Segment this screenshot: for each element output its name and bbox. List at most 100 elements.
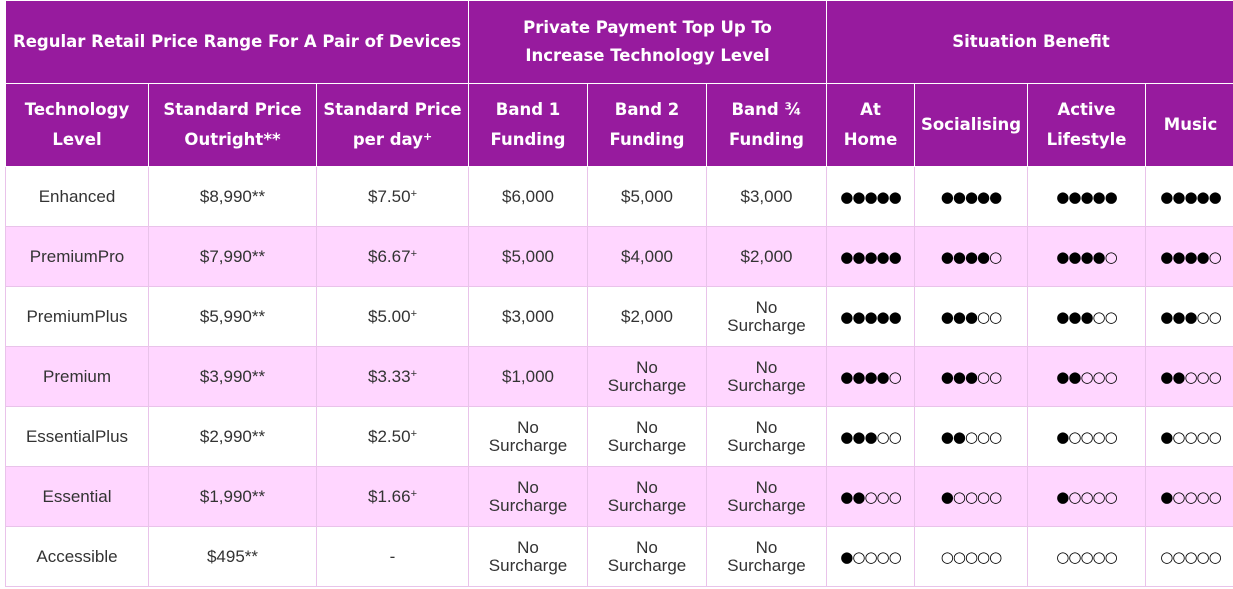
cell-band2-funding: $2,000 bbox=[587, 286, 708, 347]
band1-funding-line: No bbox=[517, 477, 539, 497]
cell-music-rating: ●●●●● bbox=[1145, 166, 1233, 227]
rating-dots-icon: ●○○○○ bbox=[840, 547, 901, 566]
cell-per-day-price: $5.00+ bbox=[315, 286, 470, 347]
col-per-day-line1: Standard Price bbox=[323, 100, 462, 119]
band2-funding-line: No bbox=[636, 537, 658, 557]
cell-band1-funding: $3,000 bbox=[468, 286, 589, 347]
band34-funding-line: Surcharge bbox=[727, 375, 806, 395]
rating-dots-icon: ●○○○○ bbox=[1160, 487, 1221, 506]
table-row: Enhanced $8,990** $7.50+ $6,000 $5,000 $3,000… bbox=[5, 166, 1233, 227]
col-music: Music bbox=[1145, 83, 1233, 167]
cell-outright-price: $8,990** bbox=[148, 166, 317, 227]
cell-socialising-rating: ●○○○○ bbox=[914, 466, 1029, 527]
rating-dots-icon: ●●○○○ bbox=[840, 487, 901, 506]
cell-at-home-rating: ●○○○○ bbox=[826, 526, 916, 587]
rating-dots-icon: ●●○○○ bbox=[940, 427, 1002, 446]
cell-music-rating: ●●○○○ bbox=[1145, 346, 1233, 407]
band1-funding-line: No bbox=[517, 417, 539, 437]
cell-per-day-price: $3.33+ bbox=[315, 346, 470, 407]
cell-technology-level: Essential bbox=[5, 466, 149, 527]
per-day-value: $1.66 bbox=[368, 486, 411, 506]
rating-dots-icon: ●●●○○ bbox=[940, 367, 1002, 386]
per-day-sup: + bbox=[410, 247, 417, 260]
band1-funding-line: Surcharge bbox=[488, 495, 568, 515]
col-active-line1: Active bbox=[1057, 100, 1116, 119]
band2-funding-line: Surcharge bbox=[607, 495, 687, 515]
band2-funding-line: $2,000 bbox=[621, 306, 674, 326]
col-per-day-sup: + bbox=[422, 130, 433, 143]
rating-dots-icon: ●●●●○ bbox=[1056, 247, 1117, 266]
cell-technology-level: PremiumPlus bbox=[5, 286, 149, 347]
band1-funding-line: $1,000 bbox=[502, 366, 555, 386]
cell-active-lifestyle-rating: ●●○○○ bbox=[1027, 346, 1147, 407]
cell-socialising-rating: ●●●○○ bbox=[914, 346, 1029, 407]
band2-funding-line: Surcharge bbox=[607, 435, 687, 455]
col-technology-level-line1: Technology bbox=[24, 100, 130, 119]
cell-per-day-price: $7.50+ bbox=[315, 166, 470, 227]
band1-funding-line: Surcharge bbox=[488, 555, 568, 575]
cell-band1-funding: $5,000 bbox=[468, 226, 589, 287]
col-band34-line1: Band ¾ bbox=[731, 100, 802, 119]
band2-funding-line: No bbox=[636, 477, 658, 497]
cell-band34-funding: No Surcharge bbox=[706, 526, 828, 587]
rating-dots-icon: ●●○○○ bbox=[1056, 367, 1117, 386]
rating-dots-icon: ●●●○○ bbox=[1056, 307, 1117, 326]
cell-socialising-rating: ●●○○○ bbox=[914, 406, 1029, 467]
col-per-day-line2: per day bbox=[352, 130, 423, 149]
column-header-row: Technology Level Standard Price Outright… bbox=[5, 83, 1233, 167]
cell-active-lifestyle-rating: ●●●○○ bbox=[1027, 286, 1147, 347]
table-row: PremiumPro $7,990** $6.67+ $5,000 $4,000 $2,0… bbox=[5, 226, 1233, 287]
cell-socialising-rating: ●●●●● bbox=[914, 166, 1029, 227]
per-day-value: $2.50 bbox=[368, 426, 411, 446]
cell-music-rating: ●○○○○ bbox=[1145, 406, 1233, 467]
band34-funding-line: No bbox=[755, 477, 778, 497]
table-row: Accessible $495** - No Surcharge No Surcharge N… bbox=[5, 526, 1233, 587]
cell-technology-level: Enhanced bbox=[5, 166, 149, 227]
cell-band1-funding: No Surcharge bbox=[468, 526, 589, 587]
cell-outright-price: $3,990** bbox=[148, 346, 317, 407]
table-row: Essential $1,990** $1.66+ No Surcharge No Surc… bbox=[5, 466, 1233, 527]
per-day-sup: + bbox=[410, 367, 417, 380]
cell-band2-funding: $5,000 bbox=[587, 166, 708, 227]
col-band2-funding: Band 2 Funding bbox=[587, 83, 708, 167]
cell-at-home-rating: ●●●●● bbox=[826, 286, 916, 347]
band1-funding-line: $6,000 bbox=[502, 186, 555, 206]
rating-dots-icon: ○○○○○ bbox=[1160, 547, 1221, 566]
col-outright-line1: Standard Price bbox=[163, 100, 302, 119]
rating-dots-icon: ●●●●● bbox=[840, 247, 901, 266]
col-band34-line2: Funding bbox=[729, 130, 804, 149]
rating-dots-icon: ●●●●○ bbox=[840, 367, 901, 386]
rating-dots-icon: ●○○○○ bbox=[1056, 487, 1117, 506]
cell-outright-price: $2,990** bbox=[148, 406, 317, 467]
per-day-sup: + bbox=[410, 307, 417, 320]
table-body: Enhanced $8,990** $7.50+ $6,000 $5,000 $3,000… bbox=[5, 166, 1233, 587]
band1-funding-line: $3,000 bbox=[502, 306, 555, 326]
per-day-sup: + bbox=[410, 487, 417, 500]
rating-dots-icon: ●●●●● bbox=[840, 307, 901, 326]
cell-band34-funding: No Surcharge bbox=[706, 406, 828, 467]
cell-outright-price: $495** bbox=[148, 526, 317, 587]
cell-active-lifestyle-rating: ●○○○○ bbox=[1027, 466, 1147, 527]
cell-music-rating: ●○○○○ bbox=[1145, 466, 1233, 527]
per-day-value: $6.67 bbox=[368, 246, 411, 266]
band34-funding-line: Surcharge bbox=[727, 435, 806, 455]
cell-outright-price: $1,990** bbox=[148, 466, 317, 527]
cell-band2-funding: No Surcharge bbox=[587, 466, 708, 527]
group-header-row: Regular Retail Price Range For A Pair of… bbox=[4, 0, 1233, 84]
band34-funding-line: $2,000 bbox=[740, 246, 793, 266]
rating-dots-icon: ●●●●○ bbox=[1160, 247, 1221, 266]
cell-band34-funding: No Surcharge bbox=[706, 346, 828, 407]
table-row: EssentialPlus $2,990** $2.50+ No Surcharge No… bbox=[5, 406, 1233, 467]
retail-price-group-header: Regular Retail Price Range For A Pair of… bbox=[4, 0, 470, 84]
band34-funding-line: No bbox=[755, 357, 778, 377]
cell-band34-funding: $3,000 bbox=[706, 166, 828, 227]
cell-music-rating: ○○○○○ bbox=[1145, 526, 1233, 587]
situation-benefit-group-header: Situation Benefit bbox=[826, 0, 1233, 84]
cell-active-lifestyle-rating: ●●●●○ bbox=[1027, 226, 1147, 287]
band2-funding-line: No bbox=[636, 417, 658, 437]
per-day-value: $7.50 bbox=[368, 186, 411, 206]
cell-active-lifestyle-rating: ●●●●● bbox=[1027, 166, 1147, 227]
table-row: PremiumPlus $5,990** $5.00+ $3,000 $2,000 No S… bbox=[5, 286, 1233, 347]
rating-dots-icon: ●○○○○ bbox=[1056, 427, 1117, 446]
band2-funding-line: Surcharge bbox=[607, 375, 687, 395]
